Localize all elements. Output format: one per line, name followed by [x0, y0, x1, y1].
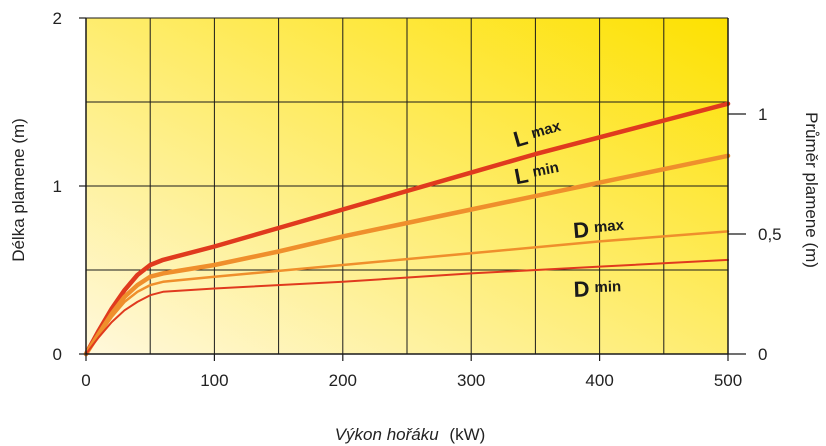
series-line-d-max: [84, 230, 730, 356]
x-tick-label: 200: [329, 371, 357, 390]
series-label-l-min: Lmin: [512, 156, 561, 189]
grid: [86, 17, 728, 354]
x-axis-title-unit: (kW): [449, 425, 485, 444]
series-line-l-min: [83, 153, 731, 357]
y2-axis-title: Průměr plamene (m): [802, 112, 821, 268]
series-label-letter: L: [511, 124, 531, 152]
series-group: [83, 101, 731, 357]
series-label-letter: L: [512, 162, 530, 189]
y2-tick-label: 0,5: [758, 225, 782, 244]
series-label-suffix: max: [593, 217, 625, 237]
y-tick-label: 2: [53, 9, 62, 28]
series-label-letter: D: [572, 217, 590, 243]
series-label-letter: D: [573, 276, 590, 302]
series-line-l-max: [83, 101, 731, 357]
x-axis-title-main: Výkon hořáku: [335, 425, 439, 444]
x-tick-label: 400: [585, 371, 613, 390]
series-label-suffix: min: [594, 278, 621, 296]
x-tick-label: 100: [200, 371, 228, 390]
series-line-d-min: [85, 258, 729, 355]
axes: [79, 17, 746, 361]
y2-tick-label: 0: [758, 345, 767, 364]
y-axis-title: Délka plamene (m): [9, 118, 28, 262]
x-tick-label: 500: [714, 371, 742, 390]
tick-labels: 0 100 200 300 400 500 0 1 2 0 0,5 1: [53, 9, 782, 390]
series-label-suffix: min: [531, 159, 560, 181]
x-tick-label: 0: [81, 371, 90, 390]
x-tick-label: 300: [457, 371, 485, 390]
y-tick-label: 0: [53, 345, 62, 364]
y-tick-label: 1: [53, 177, 62, 196]
y2-tick-label: 1: [758, 105, 767, 124]
x-axis-title: Výkon hořáku (kW): [335, 425, 486, 444]
